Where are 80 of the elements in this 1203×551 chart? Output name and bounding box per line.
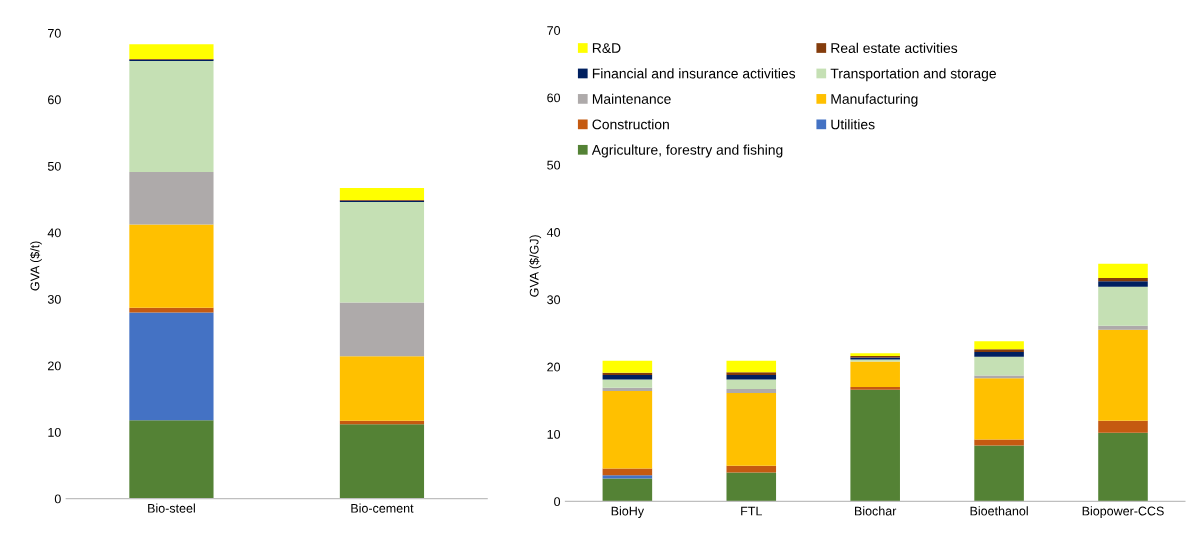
- bar: [726, 465, 777, 473]
- bar: [1098, 277, 1148, 282]
- legend-label: Transportation and storage: [830, 68, 996, 82]
- legend-label: R&D: [592, 43, 621, 54]
- bar: [850, 361, 900, 387]
- y-tick-label: 20: [48, 361, 61, 371]
- bar: [602, 391, 653, 469]
- bar: [602, 360, 653, 373]
- y-tick-label: 50: [47, 161, 61, 171]
- bar: [1098, 420, 1148, 433]
- bar: [726, 389, 777, 394]
- bar: [339, 188, 425, 201]
- y-tick-label: 0: [54, 494, 61, 504]
- bar: [1098, 263, 1148, 278]
- x-tick-label: Biopower-CCS: [1082, 506, 1164, 518]
- bar: [339, 302, 425, 357]
- bar: [602, 478, 653, 502]
- bar: [1098, 432, 1148, 502]
- bar: [726, 379, 777, 390]
- y-axis-title: GVA ($/t): [30, 241, 42, 291]
- bar: [129, 61, 214, 173]
- y-tick-label: 20: [547, 362, 561, 372]
- bar: [602, 379, 653, 388]
- y-tick-label: 10: [48, 427, 61, 437]
- legend-label: Manufacturing: [831, 93, 918, 107]
- x-tick-label: FTL: [741, 506, 762, 516]
- y-tick-label: 70: [48, 28, 61, 38]
- bar: [974, 378, 1024, 440]
- bar: [726, 393, 777, 466]
- legend-label: Financial and insurance activities: [592, 68, 796, 79]
- bar: [129, 420, 214, 499]
- x-tick-label: Bio-cement: [351, 503, 414, 513]
- bar: [129, 312, 214, 421]
- x-tick-label: BioHy: [611, 506, 645, 518]
- x-tick-label: Biochar: [855, 506, 897, 516]
- bar: [1098, 286, 1148, 326]
- bar: [726, 472, 777, 502]
- y-tick-label: 70: [547, 26, 561, 35]
- bar: [1098, 325, 1148, 330]
- bar: [339, 356, 425, 421]
- x-tick-label: Bio-steel: [148, 503, 195, 513]
- bar: [850, 387, 900, 390]
- bar: [1098, 329, 1148, 421]
- bar: [974, 445, 1024, 502]
- y-tick-label: 60: [48, 95, 61, 105]
- bar: [339, 420, 425, 425]
- bar: [974, 439, 1024, 446]
- bar: [602, 372, 653, 375]
- y-tick-label: 30: [47, 294, 61, 304]
- legend-label: Maintenance: [592, 93, 671, 104]
- bar: [339, 424, 425, 499]
- y-tick-label: 40: [47, 228, 61, 238]
- bar: [129, 44, 214, 59]
- bar: [129, 172, 214, 225]
- y-tick-label: 0: [554, 497, 561, 507]
- bar: [974, 341, 1024, 350]
- bar: [1098, 281, 1148, 287]
- bar: [726, 372, 777, 375]
- y-tick-label: 60: [547, 93, 561, 103]
- y-tick-label: 50: [547, 160, 561, 170]
- bar: [602, 475, 653, 479]
- y-tick-label: 30: [547, 295, 561, 305]
- y-axis-title: GVA ($/GJ): [529, 235, 542, 297]
- bar: [974, 349, 1024, 352]
- x-tick-label: Bioethanol: [970, 506, 1028, 516]
- legend-label: Utilities: [831, 119, 875, 130]
- bar: [129, 224, 214, 308]
- bar: [850, 389, 900, 502]
- bar: [726, 360, 777, 373]
- y-tick-label: 10: [547, 429, 561, 439]
- y-tick-label: 40: [546, 228, 561, 237]
- legend-label: Construction: [592, 119, 669, 130]
- bar: [602, 374, 653, 380]
- bar: [974, 356, 1024, 376]
- bar: [726, 374, 777, 380]
- bar: [339, 202, 425, 303]
- bar: [602, 468, 653, 476]
- legend-label: Real estate activities: [831, 42, 958, 54]
- bar: [974, 352, 1024, 357]
- legend-label: Agriculture, forestry and fishing: [591, 144, 783, 158]
